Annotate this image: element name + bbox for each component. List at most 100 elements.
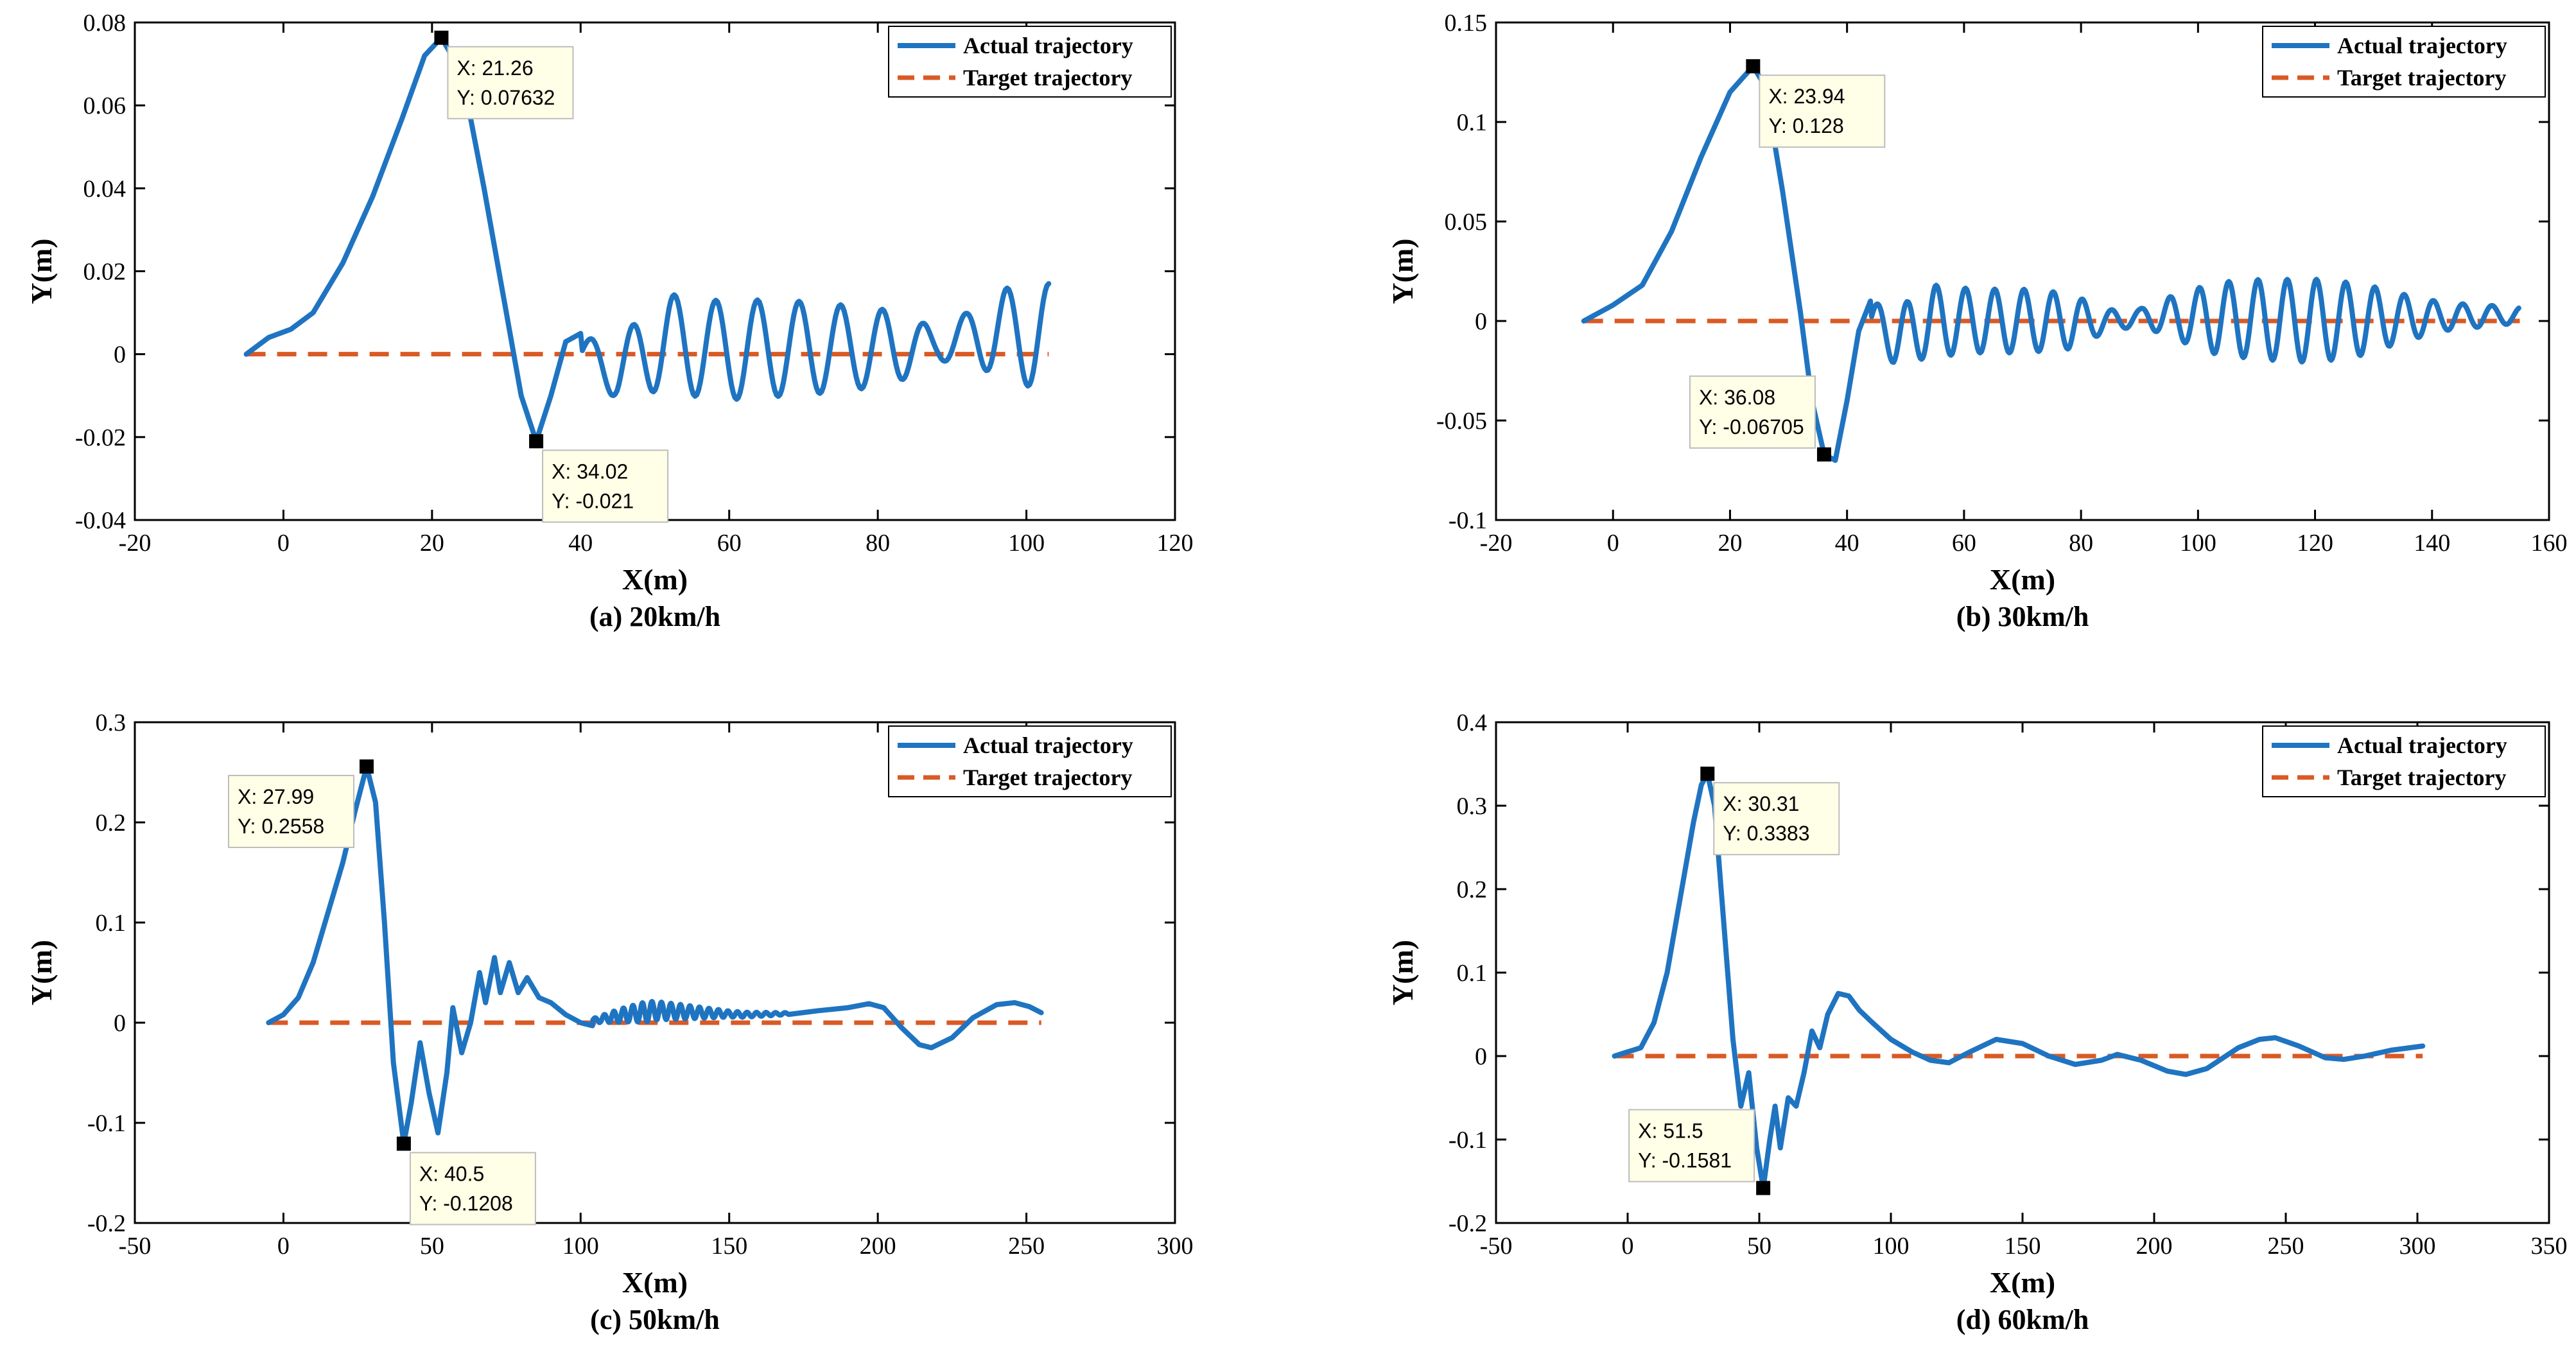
actual-trajectory-line — [266, 764, 1044, 1147]
x-tick-label: 40 — [568, 530, 593, 557]
datatip-x-label: X: 21.26 — [457, 56, 533, 80]
x-tick-label: 200 — [860, 1233, 896, 1260]
datatip-x-label: X: 30.31 — [1723, 792, 1799, 815]
legend: Actual trajectory Target trajectory — [888, 26, 1172, 98]
datatip-y-label: Y: -0.06705 — [1699, 415, 1804, 438]
x-tick-label: 50 — [1747, 1233, 1771, 1260]
y-tick-label: -0.2 — [87, 1210, 126, 1237]
datatip-box — [1628, 1109, 1755, 1183]
datatip: X: 23.94 Y: 0.128 — [1759, 74, 1886, 148]
datatip-box — [227, 774, 354, 848]
x-tick-label: 0 — [1607, 530, 1619, 557]
datatip: X: 36.08 Y: -0.06705 — [1689, 375, 1816, 449]
datatip-y-label: Y: -0.1208 — [419, 1192, 513, 1215]
legend: Actual trajectory Target trajectory — [888, 725, 1172, 797]
y-tick-label: 0 — [1475, 308, 1487, 335]
datatip: X: 34.02 Y: -0.021 — [542, 449, 669, 523]
actual-trajectory-line — [1581, 64, 2521, 463]
y-tick-label: 0.3 — [96, 709, 126, 736]
y-tick-label: 0.1 — [96, 910, 126, 937]
y-tick-label: 0.1 — [1457, 109, 1488, 136]
datatip-marker[interactable] — [1700, 767, 1715, 781]
datatip-marker[interactable] — [1756, 1181, 1771, 1195]
y-tick-label: -0.1 — [1449, 1127, 1487, 1154]
x-tick-label: 100 — [562, 1233, 599, 1260]
datatip-x-label: X: 40.5 — [419, 1162, 484, 1185]
x-tick-label: 60 — [717, 530, 742, 557]
x-tick-label: 0 — [277, 530, 290, 557]
datatip-y-label: Y: -0.1581 — [1638, 1149, 1732, 1172]
x-tick-label: 0 — [277, 1233, 290, 1260]
legend-target-label: Target trajectory — [2337, 765, 2507, 790]
x-tick-label: 120 — [2297, 530, 2333, 557]
y-tick-label: -0.02 — [75, 424, 126, 451]
datatip-box — [542, 449, 669, 523]
datatip-marker[interactable] — [529, 434, 544, 449]
legend-actual-label: Actual trajectory — [2337, 33, 2507, 58]
x-tick-label: 100 — [2180, 530, 2216, 557]
x-tick-label: 350 — [2531, 1233, 2568, 1260]
y-tick-label: 0.1 — [1457, 960, 1488, 987]
y-axis-label: Y(m) — [1386, 940, 1419, 1005]
x-tick-label: 50 — [420, 1233, 444, 1260]
y-tick-label: -0.05 — [1436, 408, 1487, 435]
x-tick-label: 300 — [2399, 1233, 2436, 1260]
x-tick-label: 80 — [866, 530, 890, 557]
x-tick-label: 20 — [420, 530, 444, 557]
y-tick-label: -0.04 — [75, 507, 126, 534]
datatip-y-label: Y: 0.07632 — [457, 86, 555, 109]
x-tick-label: 300 — [1157, 1233, 1194, 1260]
datatip-marker[interactable] — [1816, 447, 1831, 462]
x-tick-label: 150 — [2005, 1233, 2041, 1260]
y-tick-label: 0.08 — [83, 10, 126, 37]
legend-actual-label: Actual trajectory — [2337, 733, 2507, 758]
datatip-box — [1713, 782, 1840, 856]
actual-trajectory-line — [243, 35, 1052, 444]
datatip-x-label: X: 27.99 — [238, 785, 314, 808]
panel-c: -50 0 50 100 150 200 250 300 -0.2 -0.1 0 0.1 0.2 0.3 X… — [25, 709, 1194, 1335]
y-tick-label: 0 — [1475, 1043, 1487, 1070]
x-tick-label: 20 — [1718, 530, 1742, 557]
y-tick-label: 0.4 — [1457, 709, 1488, 736]
datatip: X: 21.26 Y: 0.07632 — [447, 46, 574, 119]
legend-box — [2262, 725, 2546, 797]
y-axis-label: Y(m) — [25, 940, 58, 1005]
legend-box — [888, 725, 1172, 797]
legend-box — [2262, 26, 2546, 98]
panel-a: -20 0 20 40 60 80 100 120 -0.04 -0.02 0 0.02 0.04 0.0… — [25, 10, 1194, 632]
datatip-y-label: Y: 0.2558 — [238, 815, 324, 838]
panel-caption: (a) 20km/h — [589, 601, 720, 632]
legend: Actual trajectory Target trajectory — [2262, 26, 2546, 98]
panel-caption: (b) 30km/h — [1956, 601, 2089, 632]
panel-d: -50 0 50 100 150 200 250 300 350 -0.2 -0.1 0 0.1 0.2 0… — [1386, 709, 2568, 1335]
axes-box — [134, 721, 1176, 1224]
legend-actual-label: Actual trajectory — [963, 33, 1133, 58]
datatip-y-label: Y: 0.128 — [1768, 114, 1843, 137]
legend-target-label: Target trajectory — [963, 765, 1133, 790]
datatip-marker[interactable] — [1746, 59, 1761, 74]
panel-b: -20 0 20 40 60 80 100 120 140 160 -0.1 -0.05 0 0.05 0.… — [1386, 10, 2568, 632]
y-tick-label: -0.2 — [1449, 1210, 1487, 1237]
x-tick-label: -50 — [119, 1233, 152, 1260]
datatip-marker[interactable] — [396, 1136, 411, 1151]
datatip: X: 27.99 Y: 0.2558 — [227, 774, 354, 848]
y-tick-label: -0.1 — [87, 1110, 126, 1137]
y-tick-label: 0.06 — [83, 92, 126, 119]
panel-caption: (c) 50km/h — [590, 1304, 720, 1335]
x-tick-label: -20 — [119, 530, 152, 557]
y-tick-label: 0 — [114, 342, 126, 369]
y-tick-label: 0.02 — [83, 259, 126, 286]
x-axis-label: X(m) — [1990, 1266, 2055, 1299]
x-tick-label: 160 — [2531, 530, 2568, 557]
datatip-y-label: Y: -0.021 — [552, 489, 634, 512]
x-tick-label: 100 — [1873, 1233, 1910, 1260]
datatip-marker[interactable] — [434, 30, 449, 45]
x-tick-label: 80 — [2069, 530, 2093, 557]
x-tick-label: 100 — [1008, 530, 1045, 557]
legend-box — [888, 26, 1172, 98]
datatip-x-label: X: 51.5 — [1638, 1120, 1703, 1143]
datatip-marker[interactable] — [359, 759, 374, 774]
y-tick-label: 0.2 — [96, 810, 126, 837]
datatip-y-label: Y: 0.3383 — [1723, 822, 1809, 845]
legend-actual-label: Actual trajectory — [963, 733, 1133, 758]
